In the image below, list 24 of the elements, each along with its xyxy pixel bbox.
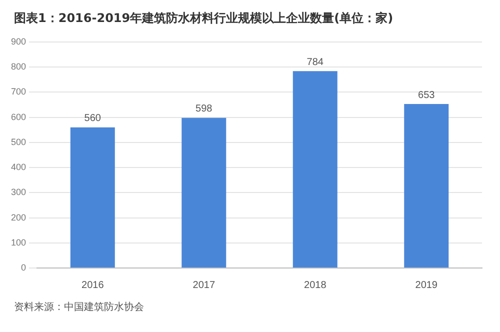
bar xyxy=(70,127,115,268)
y-tick-label: 700 xyxy=(10,86,26,97)
x-tick-label: 2019 xyxy=(415,280,438,291)
data-label: 653 xyxy=(418,90,436,101)
data-label: 598 xyxy=(196,104,213,115)
x-tick-label: 2016 xyxy=(82,280,104,291)
data-label: 784 xyxy=(306,56,324,68)
x-tick-label: 2018 xyxy=(304,280,327,291)
y-tick-label: 100 xyxy=(10,237,26,248)
bar xyxy=(182,118,226,268)
x-tick-label: 2017 xyxy=(192,280,216,291)
y-tick-label: 200 xyxy=(10,212,26,222)
y-tick-label: 0 xyxy=(21,262,26,272)
y-tick-label: 300 xyxy=(10,187,26,198)
bar xyxy=(404,104,449,268)
text: 资料来源：中国建筑防水协会 xyxy=(13,300,145,314)
y-tick-label: 400 xyxy=(10,162,26,172)
y-tick-label: 500 xyxy=(10,136,26,147)
bar xyxy=(292,71,338,268)
y-tick-label: 600 xyxy=(10,112,26,122)
chart-title: 图表1：2016-2019年建筑防水材料行业规模以上企业数量(单位：家) xyxy=(13,10,394,27)
y-tick-label: 900 xyxy=(10,36,26,46)
data-label: 560 xyxy=(84,113,102,124)
y-tick-label: 800 xyxy=(10,62,26,72)
